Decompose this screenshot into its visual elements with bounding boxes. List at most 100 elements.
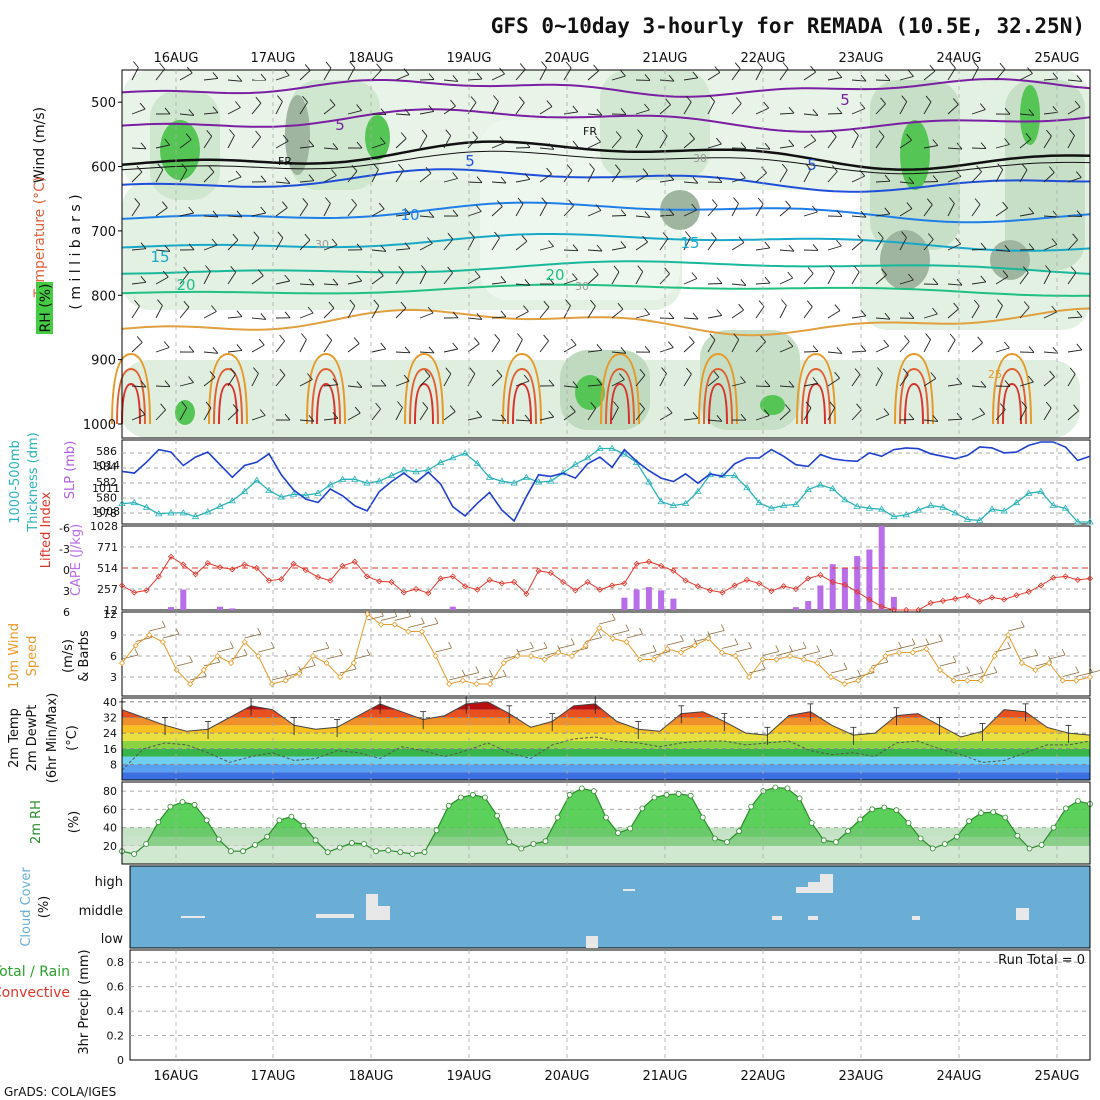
wind-barb-flag: [644, 308, 650, 315]
wind-barb: [275, 340, 285, 353]
thickness-label-1: 1000-500mb: [8, 440, 23, 524]
wind-barb: [131, 342, 143, 353]
thickness-point: [216, 502, 224, 509]
wind-barb-flag: [843, 662, 848, 670]
rh-point: [651, 794, 658, 801]
thickness-point: [400, 466, 408, 473]
wind-barb-flag: [230, 641, 234, 649]
contour-label: 20: [545, 266, 564, 284]
wind-barb: [347, 412, 361, 421]
top-date-label: 24AUG: [936, 51, 981, 66]
profile-ytick-label: 600: [91, 161, 116, 176]
wind-barb-flag: [236, 310, 243, 317]
temp-band: [122, 756, 1090, 765]
wind-barb-flag: [997, 299, 1003, 306]
wind-barb: [731, 382, 746, 387]
top-date-label: 21AUG: [642, 51, 687, 66]
wind-speed-point: [977, 677, 984, 684]
wind-barb-flag: [680, 634, 684, 642]
wind-barb-flag: [236, 344, 243, 351]
wind-barb-flag: [1046, 129, 1052, 137]
wind-barb-flag: [500, 276, 507, 283]
wind-barb: [1067, 349, 1082, 353]
surface-temperature-contour: [213, 367, 243, 425]
surface-temperature-contour: [502, 352, 542, 425]
wind-barb-flag: [1028, 207, 1035, 214]
surface-temperature-contour: [208, 352, 248, 425]
thickness-point: [1074, 518, 1082, 525]
wind-barb-flag: [277, 95, 283, 102]
wind-barb-flag: [932, 139, 939, 146]
lifted-index-point: [560, 578, 567, 586]
wind-barb: [830, 668, 848, 674]
cape-tick-label: 12: [104, 604, 118, 617]
wind-barb: [683, 342, 695, 353]
thickness-point: [449, 454, 457, 461]
wind-barb-flag: [284, 413, 291, 421]
wind-barb: [347, 204, 357, 217]
cape-bar: [854, 556, 861, 610]
rh-point: [482, 794, 488, 801]
wind-barb: [491, 181, 507, 184]
thickness-point: [534, 478, 543, 485]
wind-barb-flag: [1007, 641, 1011, 649]
wind-barb-flag: [775, 645, 780, 652]
wind-barb-flag: [738, 303, 744, 311]
wind-barb: [299, 101, 308, 115]
wind-barb: [731, 68, 741, 81]
wind-barb-flag: [530, 641, 534, 649]
lifted-index-point: [927, 599, 934, 607]
temp2m-label-1: 2m Temp: [7, 708, 22, 768]
wind-barb-flag: [999, 403, 1006, 410]
thickness-point: [155, 510, 163, 517]
wind-barb: [275, 75, 290, 81]
wind-barb-flag: [301, 333, 307, 340]
wind-barb-flag: [973, 299, 980, 307]
temp-band: [122, 725, 1090, 734]
wind-barb: [851, 271, 860, 285]
rh-point: [409, 851, 416, 857]
wind-barb: [611, 215, 627, 217]
wind-barb: [1043, 135, 1052, 149]
thickness-point: [608, 444, 616, 451]
wind-barb-flag: [908, 312, 915, 319]
wind-barb: [587, 274, 599, 285]
wind-barb: [683, 237, 691, 251]
wind-barb-flag: [740, 413, 747, 421]
wind-barb-flag: [665, 98, 671, 106]
wind-barb-flag: [614, 164, 621, 171]
wind-barb: [707, 205, 718, 217]
wind-barb: [851, 175, 865, 183]
wind-barb: [347, 170, 358, 183]
cloud-panel: high middle low Cloud Cover (%): [19, 865, 1091, 949]
wind-barb: [1043, 376, 1055, 387]
wind-tick-label: 6: [110, 650, 117, 663]
wind-barb-flag: [134, 648, 139, 656]
wind-barb: [275, 101, 283, 115]
wind-barb-flag: [639, 627, 643, 635]
wind-barb-flag: [572, 140, 579, 148]
wind-barb: [491, 237, 500, 251]
wind-barb-flag: [354, 406, 361, 414]
wind-speed-point: [827, 673, 835, 681]
wind-barb: [912, 644, 929, 649]
wind-barb: [827, 310, 841, 319]
rh-point: [397, 849, 404, 856]
wind-barb: [611, 246, 626, 251]
cloud-block: [808, 882, 820, 893]
wind-speed-point: [255, 652, 262, 660]
wind-barb: [803, 351, 819, 353]
wind-barb: [995, 249, 1010, 252]
surface-temperature-contour: [904, 382, 924, 425]
lifted-index-point: [1086, 575, 1094, 582]
thickness-point: [302, 491, 310, 498]
wind-speed-point: [418, 628, 426, 635]
wind-barb: [611, 351, 626, 354]
bottom-date-label: 19AUG: [446, 1069, 491, 1084]
wind-barb: [1043, 111, 1058, 115]
rh-point: [772, 784, 779, 791]
wind-barb: [203, 112, 218, 115]
wind-barb-flag: [284, 274, 291, 282]
wind-barb-flag: [1021, 163, 1028, 171]
